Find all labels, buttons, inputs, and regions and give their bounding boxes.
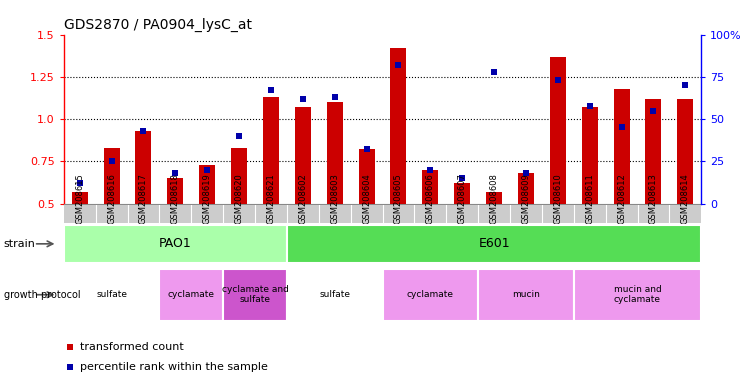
Bar xyxy=(582,107,598,204)
Bar xyxy=(677,99,693,204)
Bar xyxy=(391,48,406,204)
Bar xyxy=(64,225,286,263)
Text: cyclamate: cyclamate xyxy=(406,290,454,299)
Point xyxy=(361,146,373,152)
Text: sulfate: sulfate xyxy=(96,290,127,299)
Bar xyxy=(286,225,701,263)
Text: transformed count: transformed count xyxy=(80,342,184,352)
Point xyxy=(616,124,628,131)
Point xyxy=(64,364,76,370)
Bar xyxy=(327,102,343,204)
Text: strain: strain xyxy=(4,239,36,249)
Text: mucin: mucin xyxy=(512,290,540,299)
Bar xyxy=(104,148,119,204)
Point xyxy=(647,108,659,114)
Bar xyxy=(64,269,159,321)
Point xyxy=(64,344,76,350)
Text: mucin and
cyclamate: mucin and cyclamate xyxy=(614,285,662,305)
Bar xyxy=(200,165,215,204)
Bar xyxy=(382,269,478,321)
Bar xyxy=(454,183,470,204)
Bar xyxy=(159,269,224,321)
Bar xyxy=(167,178,183,204)
Text: percentile rank within the sample: percentile rank within the sample xyxy=(80,362,268,372)
Point xyxy=(265,87,277,93)
Point xyxy=(137,128,149,134)
Bar xyxy=(358,149,374,204)
Point xyxy=(456,175,468,181)
Bar xyxy=(518,173,534,204)
Bar xyxy=(136,131,152,204)
Point xyxy=(233,133,245,139)
Bar xyxy=(550,56,566,204)
Bar xyxy=(231,148,247,204)
Point xyxy=(74,180,86,186)
Bar xyxy=(574,269,701,321)
Bar xyxy=(486,192,502,204)
Point xyxy=(106,158,118,164)
Point xyxy=(170,170,182,176)
Bar xyxy=(286,269,382,321)
Text: growth protocol: growth protocol xyxy=(4,290,80,300)
Text: E601: E601 xyxy=(478,237,510,250)
Text: cyclamate: cyclamate xyxy=(168,290,214,299)
Point xyxy=(584,103,596,109)
Text: sulfate: sulfate xyxy=(320,290,350,299)
Text: GDS2870 / PA0904_lysC_at: GDS2870 / PA0904_lysC_at xyxy=(64,18,252,32)
Point xyxy=(552,77,564,83)
Bar xyxy=(646,99,662,204)
Point xyxy=(424,167,436,173)
Bar xyxy=(224,269,286,321)
Text: cyclamate and
sulfate: cyclamate and sulfate xyxy=(221,285,289,305)
Bar xyxy=(295,107,310,204)
Point xyxy=(328,94,340,100)
Point xyxy=(392,62,404,68)
Point xyxy=(201,167,213,173)
Bar xyxy=(263,97,279,204)
Text: PAO1: PAO1 xyxy=(159,237,192,250)
Bar xyxy=(614,89,629,204)
Bar xyxy=(422,170,438,204)
Point xyxy=(680,82,692,88)
Point xyxy=(297,96,309,102)
Bar xyxy=(72,192,88,204)
Point xyxy=(488,69,500,75)
Point xyxy=(520,170,532,176)
Bar xyxy=(478,269,574,321)
